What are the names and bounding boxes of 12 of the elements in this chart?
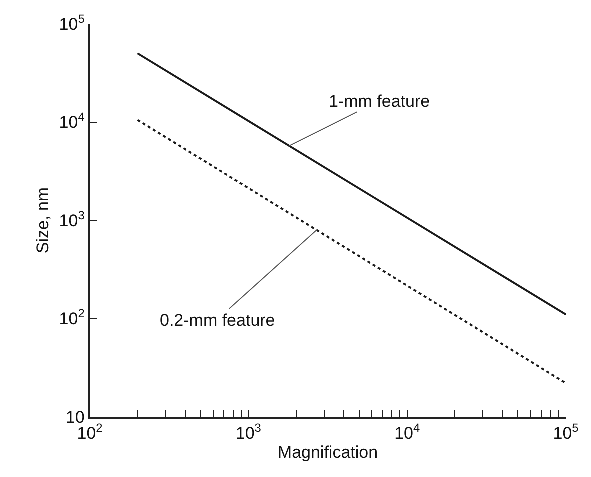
y-tick-label: 10$^{4}$	[59, 110, 86, 132]
x-tick-label: 10$^{4}$	[394, 421, 420, 444]
x-tick-label: 10$^{5}$	[553, 421, 580, 444]
y-axis-title: Size, nm	[33, 187, 52, 254]
annotation: 0.2-mm feature	[160, 311, 276, 330]
y-tick-label: 10$^{5}$	[59, 12, 86, 34]
y-tick-label: 10$^{2}$	[59, 306, 86, 329]
annotation: 1-mm feature	[329, 92, 430, 111]
x-axis-title: Magnification	[278, 443, 378, 462]
y-tick-label: 10	[66, 408, 85, 427]
y-tick-label: 10$^{3}$	[59, 208, 86, 230]
x-tick-label: 10$^{3}$	[236, 421, 262, 444]
